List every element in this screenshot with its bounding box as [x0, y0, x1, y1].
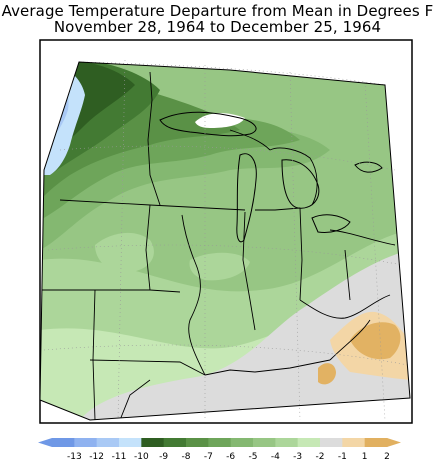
legend-label: -2 — [315, 452, 325, 462]
region-plus2 — [350, 322, 401, 360]
map-fields — [40, 62, 410, 420]
legend-label: -5 — [248, 452, 258, 462]
legend-swatch — [208, 438, 232, 447]
legend-swatch — [141, 438, 165, 447]
legend-label: -1 — [337, 452, 347, 462]
legend-swatch — [96, 438, 120, 447]
legend-label: -7 — [203, 452, 213, 462]
lake-superior — [159, 111, 257, 137]
legend-swatch — [253, 438, 276, 447]
legend-arrow-right — [387, 438, 401, 447]
region-minus3-b — [95, 232, 154, 273]
legend-label: 2 — [384, 452, 390, 462]
legend-swatch — [186, 438, 209, 447]
legend-swatch — [320, 438, 343, 447]
legend-label: -3 — [293, 452, 303, 462]
legend-swatch — [297, 438, 321, 447]
legend-arrow-left — [38, 438, 52, 447]
legend-swatch — [230, 438, 254, 447]
legend-label: -11 — [111, 452, 127, 462]
legend-swatch — [119, 438, 142, 447]
lake-huron — [281, 159, 320, 209]
legend-label: -6 — [226, 452, 236, 462]
state-boundaries — [42, 71, 396, 420]
great-lakes — [159, 111, 383, 243]
legend-label: -9 — [159, 452, 169, 462]
graticule — [43, 59, 409, 421]
legend-swatch — [364, 438, 388, 447]
legend-swatch — [275, 438, 299, 447]
legend-label: -4 — [270, 452, 280, 462]
legend-swatch — [74, 438, 98, 447]
map-title: Average Temperature Departure from Mean … — [1, 2, 434, 20]
legend-label: -10 — [133, 452, 149, 462]
lake-erie — [311, 214, 351, 233]
legend-swatch — [342, 438, 366, 447]
legend-label: -8 — [181, 452, 191, 462]
region-plus2-b — [318, 363, 336, 385]
lake-michigan — [236, 153, 257, 243]
legend-swatch — [163, 438, 187, 447]
legend-swatch — [52, 438, 75, 447]
map-subtitle: November 28, 1964 to December 25, 1964 — [53, 18, 382, 36]
map-boundary — [39, 61, 411, 421]
legend-label: 1 — [361, 452, 368, 462]
legend-label: -12 — [89, 452, 105, 462]
lake-ontario — [354, 161, 383, 173]
legend-label: -13 — [66, 452, 82, 462]
region-minus3-c — [189, 252, 250, 281]
legend-bar — [38, 438, 401, 447]
